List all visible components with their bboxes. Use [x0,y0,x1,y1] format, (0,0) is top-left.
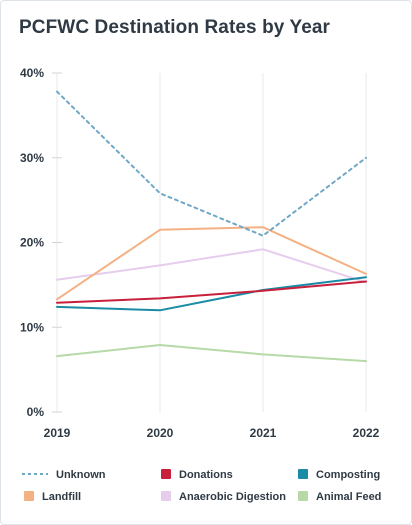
x-tick-label: 2021 [250,426,277,440]
y-tick-label: 0% [27,405,45,419]
legend-swatch-donations [161,469,171,479]
y-tick-label: 40% [20,66,44,80]
series-line-animal-feed [56,344,367,363]
series-line-donations [56,280,367,304]
series-line-landfill [56,226,367,301]
legend-swatch-animal-feed [298,491,308,501]
legend-label-donations: Donations [179,469,233,481]
legend-label-animal-feed: Animal Feed [316,491,381,503]
series-line-composting [56,276,367,312]
y-tick-label: 20% [20,236,44,250]
chart-title: PCFWC Destination Rates by Year [19,17,331,38]
y-tick-label: 10% [20,320,44,334]
legend-swatch-landfill [24,491,34,501]
x-tick-label: 2020 [147,426,174,440]
legend-label-landfill: Landfill [42,491,81,503]
legend-label-unknown: Unknown [56,469,106,481]
x-tick-label: 2019 [44,426,71,440]
x-tick-label: 2022 [353,426,380,440]
series-line-unknown [56,90,367,237]
y-tick-label: 30% [20,151,44,165]
series-line-anaerobic-digestion [56,248,367,284]
legend-swatch-composting [298,469,308,479]
legend-label-anaerobic-digestion: Anaerobic Digestion [179,491,286,503]
legend-swatch-anaerobic-digestion [161,491,171,501]
legend-label-composting: Composting [316,469,380,481]
